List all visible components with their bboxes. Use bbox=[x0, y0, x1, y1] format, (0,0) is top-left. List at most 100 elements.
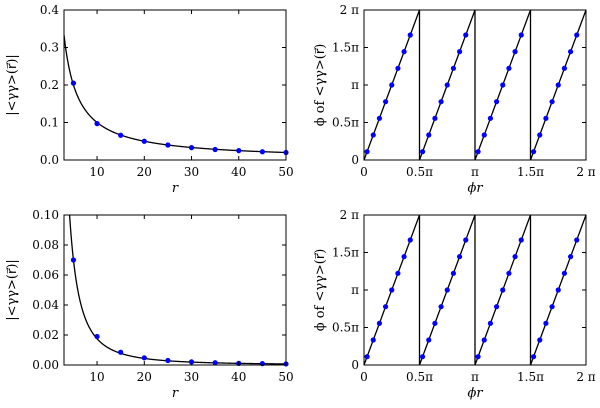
data-point bbox=[259, 149, 265, 155]
y-tick-label: 0.00 bbox=[32, 358, 59, 372]
y-tick-label: 0.02 bbox=[32, 328, 59, 342]
data-point bbox=[567, 49, 574, 55]
data-point bbox=[395, 65, 401, 71]
series-line bbox=[364, 10, 586, 160]
data-point bbox=[370, 132, 376, 138]
data-point bbox=[94, 333, 100, 340]
data-point bbox=[141, 355, 147, 361]
y-axis-label: |<γγ>(r⃗)| bbox=[5, 54, 20, 116]
y-tick-label: π bbox=[351, 283, 359, 297]
data-point bbox=[438, 304, 444, 310]
data-point bbox=[555, 287, 561, 293]
data-point bbox=[382, 304, 389, 310]
data-point bbox=[70, 80, 77, 86]
x-tick-label: 40 bbox=[231, 165, 246, 179]
data-point bbox=[561, 270, 568, 276]
data-point bbox=[456, 49, 463, 55]
data-point bbox=[382, 99, 389, 105]
data-point bbox=[364, 149, 370, 155]
data-point bbox=[555, 82, 561, 88]
y-tick-label: 1.5π bbox=[332, 41, 359, 55]
x-tick-label: 30 bbox=[184, 165, 199, 179]
data-point bbox=[574, 32, 580, 38]
x-tick-label: 1.5π bbox=[517, 370, 544, 384]
data-point bbox=[567, 254, 574, 260]
data-point bbox=[70, 257, 77, 263]
data-point bbox=[407, 32, 413, 38]
y-tick-label: 0.5π bbox=[332, 116, 359, 130]
data-point bbox=[537, 337, 543, 343]
x-tick-label: 10 bbox=[89, 165, 104, 179]
y-tick-label: 0.10 bbox=[32, 208, 59, 222]
x-axis-label: ϕr bbox=[467, 181, 483, 196]
data-point bbox=[444, 82, 450, 88]
data-point bbox=[481, 337, 487, 343]
data-point bbox=[444, 287, 450, 293]
y-tick-label: 1.5π bbox=[332, 246, 359, 260]
data-point bbox=[432, 320, 438, 326]
data-point bbox=[537, 132, 543, 138]
data-point bbox=[165, 357, 171, 364]
data-point bbox=[574, 237, 580, 243]
y-tick-label: 0.5π bbox=[332, 321, 359, 335]
y-tick-label: 0.06 bbox=[32, 268, 59, 282]
data-point bbox=[530, 354, 537, 360]
y-tick-label: 2 π bbox=[340, 208, 359, 222]
data-point bbox=[212, 360, 218, 366]
data-point bbox=[165, 142, 171, 148]
data-point bbox=[456, 254, 463, 260]
data-point bbox=[481, 132, 487, 138]
data-point bbox=[118, 349, 124, 355]
data-point bbox=[364, 354, 370, 360]
data-point bbox=[432, 115, 438, 121]
data-point bbox=[395, 270, 401, 276]
data-point bbox=[549, 304, 555, 310]
x-tick-label: 0 bbox=[360, 165, 368, 179]
panel-top-left: 10 20 30 40 50 0.0 0.1 0.2 0.3 0.4 r |<γγ>(r⃗)| bbox=[5, 3, 294, 196]
data-point bbox=[426, 132, 432, 138]
axes-frame bbox=[63, 9, 287, 161]
x-tick-label: 0 bbox=[360, 370, 368, 384]
y-tick-label: 0.3 bbox=[40, 41, 59, 55]
data-point bbox=[426, 337, 432, 343]
x-tick-label: 10 bbox=[89, 370, 104, 384]
panel-top-right: 0 0.5π π 1.5π 2 π 0 0.5π π 1.5π 2 π ϕr ϕ of <γγ>(r⃗… bbox=[313, 3, 596, 196]
data-point bbox=[212, 146, 218, 153]
data-point bbox=[493, 99, 500, 105]
x-tick-label: 30 bbox=[184, 370, 199, 384]
y-tick-label: 0.2 bbox=[40, 78, 59, 92]
data-point bbox=[543, 320, 549, 326]
y-axis-label: |<γγ>(r⃗)| bbox=[5, 259, 20, 321]
x-tick-label: 1.5π bbox=[517, 165, 544, 179]
data-point bbox=[438, 99, 444, 105]
data-point bbox=[530, 149, 537, 155]
data-point bbox=[487, 115, 494, 121]
data-point bbox=[512, 254, 518, 260]
y-tick-label: 0.08 bbox=[32, 238, 59, 252]
x-tick-label: 2 π bbox=[576, 370, 595, 384]
data-point bbox=[500, 287, 506, 293]
panel-bottom-right: 0 0.5π π 1.5π 2 π 0 0.5π π 1.5π 2 π ϕr ϕ of <γγ>(r⃗… bbox=[313, 208, 596, 401]
data-point bbox=[419, 354, 426, 360]
x-tick-label: 20 bbox=[137, 165, 152, 179]
data-point bbox=[450, 65, 457, 71]
x-axis-label: ϕr bbox=[467, 386, 483, 401]
y-tick-label: 2 π bbox=[340, 3, 359, 17]
data-point bbox=[188, 145, 195, 151]
y-tick-label: 0.1 bbox=[40, 116, 59, 130]
data-point bbox=[389, 287, 395, 293]
y-axis-label: ϕ of <γγ>(r⃗) bbox=[313, 44, 328, 127]
data-point bbox=[518, 237, 524, 243]
y-tick-label: 0.04 bbox=[32, 298, 59, 312]
data-point bbox=[407, 237, 413, 243]
data-point bbox=[389, 82, 395, 88]
series-line bbox=[64, 34, 286, 154]
x-tick-label: 20 bbox=[137, 370, 152, 384]
data-point bbox=[463, 32, 469, 38]
x-axis-label: r bbox=[172, 181, 179, 196]
data-point bbox=[450, 270, 457, 276]
data-point bbox=[419, 149, 426, 155]
y-tick-label: π bbox=[351, 78, 359, 92]
data-point bbox=[475, 149, 481, 155]
data-point bbox=[236, 148, 242, 154]
